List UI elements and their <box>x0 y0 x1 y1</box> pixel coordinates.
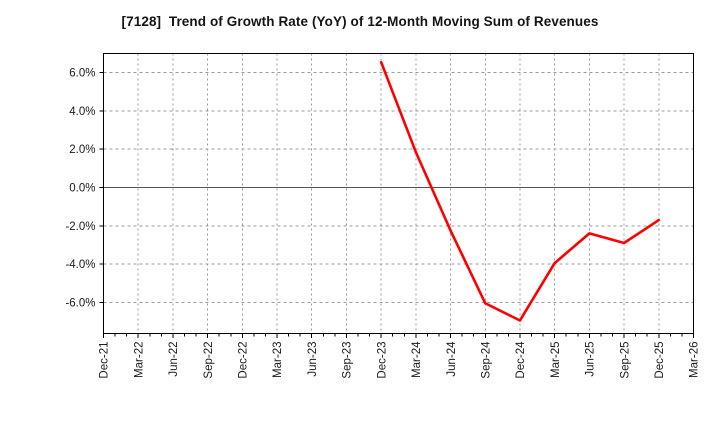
y-axis-tick-label: -6.0% <box>65 297 95 309</box>
series-line <box>379 60 661 322</box>
y-axis-tick-label: 6.0% <box>69 68 95 80</box>
y-axis-labels: 6.0% 4.0% 2.0% 0.0% -2.0% -4.0% -6.0% <box>65 68 95 310</box>
data-series-line <box>379 60 661 322</box>
x-axis-labels: Dec-21 Mar-22 Jun-22 Sep-22 Dec-22 Mar-23 Jun-… <box>99 341 701 379</box>
x-axis-tick-label: Mar-26 <box>689 342 701 378</box>
x-axis-tick-label: Jun-22 <box>168 342 180 377</box>
x-axis-tick-label: Dec-23 <box>376 342 388 379</box>
x-axis-tick-label: Dec-21 <box>99 342 111 379</box>
x-axis-tick-label: Mar-24 <box>411 341 423 378</box>
y-axis-tick-label: 4.0% <box>69 106 95 118</box>
x-axis-tick-label: Jun-25 <box>585 342 597 377</box>
y-axis-tick-label: -4.0% <box>65 259 95 271</box>
x-axis-tick-label: Sep-22 <box>203 342 215 379</box>
x-axis-tick-label: Mar-25 <box>550 342 562 378</box>
x-axis-tick-label: Dec-25 <box>654 342 666 379</box>
x-axis-tick-label: Sep-25 <box>619 342 631 379</box>
y-axis-tick-label: -2.0% <box>65 221 95 233</box>
x-axis-tick-label: Sep-23 <box>342 342 354 379</box>
x-gridlines <box>137 53 660 334</box>
y-axis-ticks <box>99 72 104 303</box>
x-axis-tick-label: Jun-23 <box>307 342 319 377</box>
y-axis-tick-label: 2.0% <box>69 144 95 156</box>
x-axis-tick-label: Mar-22 <box>133 342 145 378</box>
x-axis-tick-label: Jun-24 <box>446 341 458 377</box>
x-axis-tick-label: Mar-23 <box>272 342 284 378</box>
x-axis-tick-label: Dec-24 <box>515 341 527 379</box>
x-axis-ticks <box>103 333 694 338</box>
axis-frame <box>102 52 695 335</box>
x-axis-tick-label: Sep-24 <box>480 341 492 379</box>
chart-title: [7128] Trend of Growth Rate (YoY) of 12-… <box>121 14 599 29</box>
y-axis-tick-label: 0.0% <box>69 183 95 195</box>
x-axis-tick-label: Dec-22 <box>238 342 250 379</box>
y-gridlines <box>103 72 694 303</box>
